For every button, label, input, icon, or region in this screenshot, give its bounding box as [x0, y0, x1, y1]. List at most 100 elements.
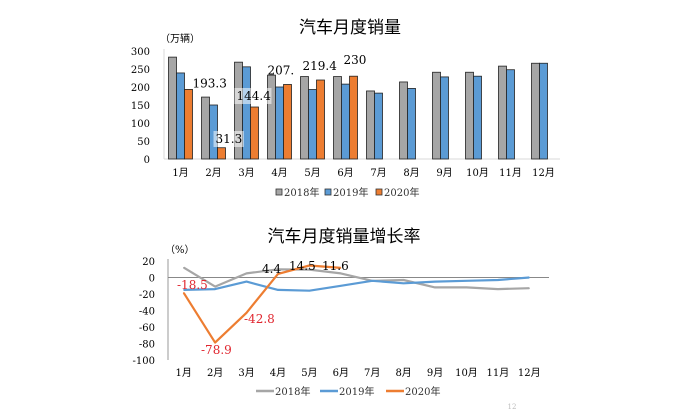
bar-mark: [316, 79, 325, 160]
line-legend: 2018年 2019年 2020年: [256, 385, 440, 398]
line-point: [214, 288, 216, 290]
bar-data-label: 219.4: [303, 59, 338, 73]
line-point: [340, 285, 342, 287]
line-x-tick-label: 4月: [270, 367, 286, 379]
line-mark: [183, 266, 530, 291]
bar-mark: [308, 89, 317, 160]
line-point: [403, 282, 405, 284]
line-point: [183, 292, 185, 294]
bar-data-label: 144.4: [237, 89, 272, 103]
legend-label: 2018年: [284, 186, 319, 199]
legend-label: 2020年: [405, 385, 440, 398]
line-point: [465, 280, 468, 282]
line-point: [308, 264, 310, 267]
legend-label: 2019年: [333, 186, 368, 199]
bar-data-labels: 193.3 31.3 144.4 207. 219.4 230: [193, 53, 366, 147]
line-point: [308, 268, 310, 271]
line-point: [277, 273, 279, 275]
line-chart: 汽车月度销量增长率 （%） -100 -80 -60 -40 -20 0 20 1月 2月 3月 4…: [133, 227, 549, 398]
bar-series: [168, 56, 548, 160]
line-point: [340, 267, 342, 269]
line-y-tick-label: 0: [149, 274, 155, 285]
line-y-tick-label: -20: [139, 290, 155, 301]
line-mark: [183, 276, 530, 292]
bar-mark: [217, 147, 226, 160]
bar-mark: [473, 75, 482, 160]
legend-label: 2019年: [339, 385, 374, 398]
bar-y-tick-label: 200: [131, 83, 150, 94]
legend-swatch: [324, 188, 332, 196]
bar-chart: 汽车月度销量 （万辆） 0 50 100 150 200 250 300 1月 2月 3月 4月 5月…: [131, 18, 560, 199]
bar-x-tick-label: 12月: [532, 167, 555, 179]
bar-mark: [267, 74, 276, 160]
legend-swatch: [275, 188, 283, 196]
bar-mark: [531, 62, 540, 160]
bar-mark: [349, 75, 358, 160]
line-point: [277, 289, 279, 291]
bar-x-tick-label: 3月: [238, 167, 254, 179]
bar-x-tick-label: 10月: [466, 167, 489, 179]
line-data-label: 4.4: [262, 262, 281, 276]
line-data-label: -42.8: [244, 312, 275, 326]
bar-chart-ylabel: （万辆）: [160, 32, 200, 45]
bar-x-tick-label: 7月: [370, 167, 386, 179]
line-y-tick-label: 20: [142, 257, 155, 268]
bar-x-tick-label: 4月: [271, 167, 287, 179]
bar-mark: [176, 72, 185, 160]
bar-mark: [275, 86, 284, 160]
bar-x-tick-label: 1月: [172, 167, 188, 179]
bar-mark: [374, 92, 383, 160]
bar-data-label: 207.: [268, 63, 295, 77]
line-data-labels: -18.5 -78.9 -42.8 4.4 14.5 11.6: [177, 259, 349, 357]
bar-x-tick-label: 8月: [403, 167, 419, 179]
line-point: [340, 272, 342, 274]
line-y-tick-label: -100: [133, 356, 155, 367]
line-point: [528, 276, 530, 279]
legend-swatch: [375, 188, 383, 196]
line-x-tick-label: 6月: [333, 367, 349, 379]
line-data-label: -18.5: [177, 278, 208, 292]
line-axes: -100 -80 -60 -40 -20 0 20 1月 2月 3月 4月 5月 6月 7月 8月 9月 10月…: [133, 257, 549, 379]
line-point: [183, 289, 185, 291]
bar-mark: [341, 83, 350, 160]
line-x-tick-label: 7月: [364, 367, 380, 379]
bar-y-tick-label: 100: [131, 119, 150, 130]
bar-data-label: 193.3: [193, 76, 227, 90]
bar-mark: [432, 71, 441, 160]
line-mark: [182, 264, 341, 344]
line-data-label: 11.6: [322, 259, 349, 273]
line-point: [371, 280, 373, 282]
line-point: [277, 268, 279, 270]
line-chart-ylabel: （%）: [165, 244, 195, 256]
line-point: [183, 267, 185, 269]
bar-legend: 2018年 2019年 2020年: [275, 186, 419, 199]
line-y-tick-label: -80: [139, 340, 155, 351]
line-data-label: -78.9: [201, 343, 232, 357]
bar-mark: [399, 81, 408, 160]
bar-x-tick-label: 11月: [499, 167, 522, 179]
line-y-tick-label: -40: [139, 307, 155, 318]
line-data-label: 14.5: [289, 259, 316, 273]
legend-label: 2020年: [384, 186, 419, 199]
line-x-tick-label: 1月: [176, 367, 192, 379]
bar-axes: 0 50 100 150 200 250 300 1月 2月 3月 4月 5月 6月 7月 8月 9月 10月 1…: [131, 47, 560, 179]
line-point: [214, 285, 216, 288]
line-x-tick-label: 9月: [427, 367, 443, 379]
line-x-tick-label: 11月: [487, 367, 510, 379]
bar-y-tick-label: 250: [131, 65, 150, 76]
line-point: [403, 279, 405, 281]
bar-mark: [168, 56, 177, 160]
line-point: [434, 286, 436, 288]
line-point: [465, 286, 468, 288]
bar-mark: [506, 69, 515, 160]
bar-x-tick-label: 2月: [205, 167, 221, 179]
legend-label: 2018年: [275, 385, 310, 398]
line-point: [528, 287, 530, 289]
bar-mark: [440, 76, 449, 160]
bar-mark: [333, 76, 342, 160]
bar-y-tick-label: 50: [137, 137, 150, 148]
bar-x-tick-label: 9月: [436, 167, 452, 179]
line-point: [434, 281, 436, 283]
bar-mark: [366, 90, 375, 160]
